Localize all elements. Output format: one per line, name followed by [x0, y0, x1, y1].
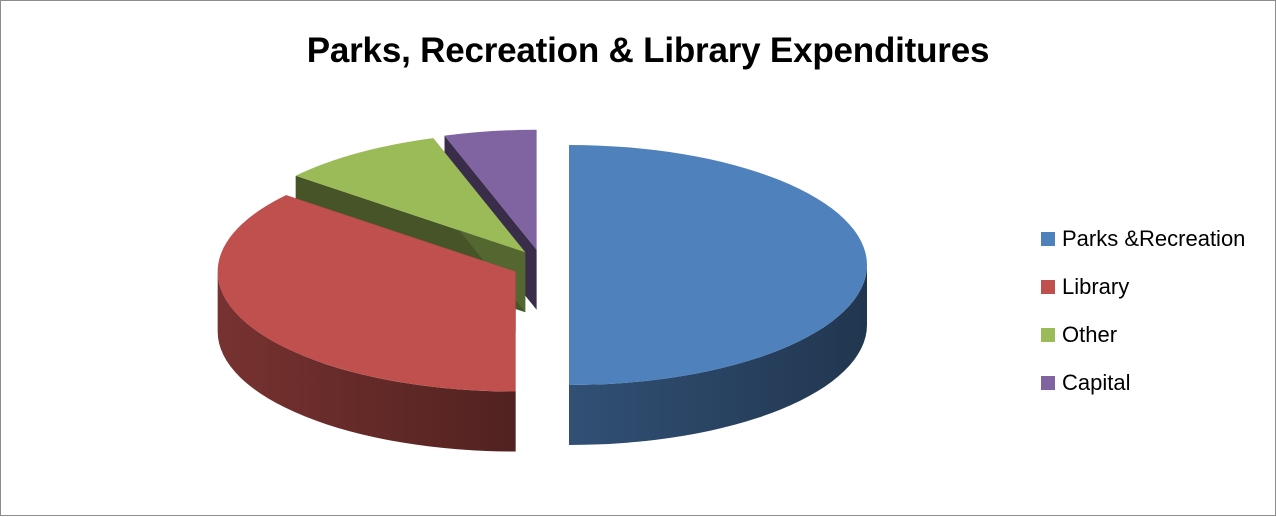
- pie-chart: [217, 129, 867, 452]
- pie-slice-library: [217, 195, 516, 452]
- pie-slice-top-parks-andrecreation: [569, 145, 867, 385]
- legend-item-capital: Capital: [1041, 359, 1276, 407]
- pie-slice-side-library: [217, 271, 516, 452]
- legend-label: Parks &Recreation: [1062, 226, 1246, 251]
- legend-swatch: [1041, 280, 1055, 294]
- pie-slice-top-capital: [444, 129, 537, 250]
- legend-item-library: Library: [1041, 263, 1276, 311]
- pie-slice-top-other: [295, 138, 526, 253]
- pie-slice-top-library: [217, 195, 516, 392]
- legend-label: Library: [1062, 274, 1130, 299]
- chart-title: Parks, Recreation & Library Expenditures: [306, 31, 990, 70]
- pie-slice-parks-andrecreation: [569, 145, 867, 445]
- legend-swatch: [1041, 376, 1055, 390]
- legend-item-other: Other: [1041, 311, 1276, 359]
- legend-label: Other: [1062, 322, 1118, 347]
- pie-slice-side-parks-andrecreation: [569, 265, 867, 445]
- legend-item-parks-andrecreation: Parks &Recreation: [1041, 215, 1276, 263]
- chart-legend: Parks &Recreation Library Other Capital: [1041, 215, 1276, 407]
- legend-label: Capital: [1062, 370, 1131, 395]
- legend-swatch: [1041, 232, 1055, 246]
- legend-swatch: [1041, 328, 1055, 342]
